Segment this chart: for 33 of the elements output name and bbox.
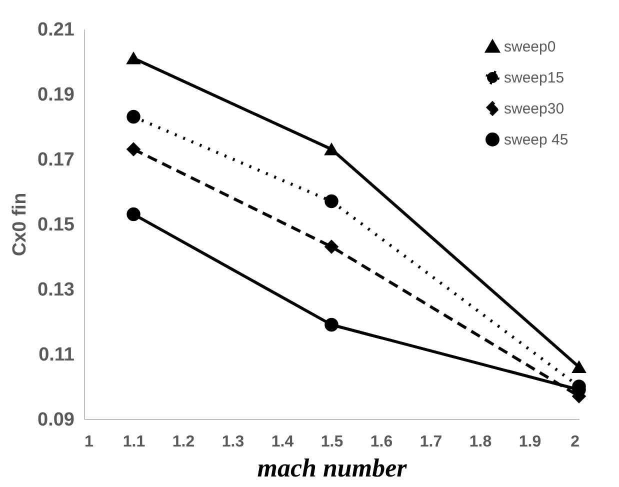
- y-axis-title: Cx0 fin: [10, 192, 31, 256]
- point: [126, 52, 140, 64]
- x-tick-label: 1.6: [370, 434, 393, 450]
- legend-label: sweep 45: [504, 132, 568, 148]
- point: [126, 142, 140, 156]
- y-tick-label: 0.17: [38, 150, 74, 170]
- x-tick-label: 1.3: [222, 434, 244, 450]
- x-tick-label: 1: [84, 434, 94, 450]
- legend-label: sweep15: [504, 70, 564, 86]
- y-tick-label: 0.11: [38, 344, 75, 366]
- x-tick-label: 1.9: [518, 434, 542, 450]
- x-tick-label: 1.5: [320, 434, 344, 450]
- point: [126, 110, 140, 124]
- x-tick-label: 2: [570, 434, 580, 450]
- point: [324, 143, 338, 156]
- y-tick-label: 0.09: [38, 410, 74, 430]
- y-tick-label: 0.13: [38, 280, 74, 300]
- point: [324, 240, 338, 254]
- y-tick-label: 0.15: [38, 214, 75, 236]
- x-tick-label: 1.2: [172, 434, 195, 450]
- legend-label: sweep30: [504, 100, 564, 118]
- point: [324, 194, 338, 208]
- legend-label: sweep0: [504, 38, 556, 56]
- x-axis-title: mach number: [257, 454, 408, 482]
- x-tick-label: 1.4: [271, 434, 294, 450]
- y-tick-label: 0.21: [38, 20, 75, 40]
- x-tick-label: 1.1: [122, 434, 146, 450]
- x-tick-label: 1.8: [469, 434, 492, 450]
- x-tick-label: 1.7: [420, 434, 442, 450]
- y-tick-label: 0.19: [38, 84, 74, 106]
- point: [572, 360, 586, 374]
- point: [126, 207, 140, 222]
- point: [324, 318, 338, 332]
